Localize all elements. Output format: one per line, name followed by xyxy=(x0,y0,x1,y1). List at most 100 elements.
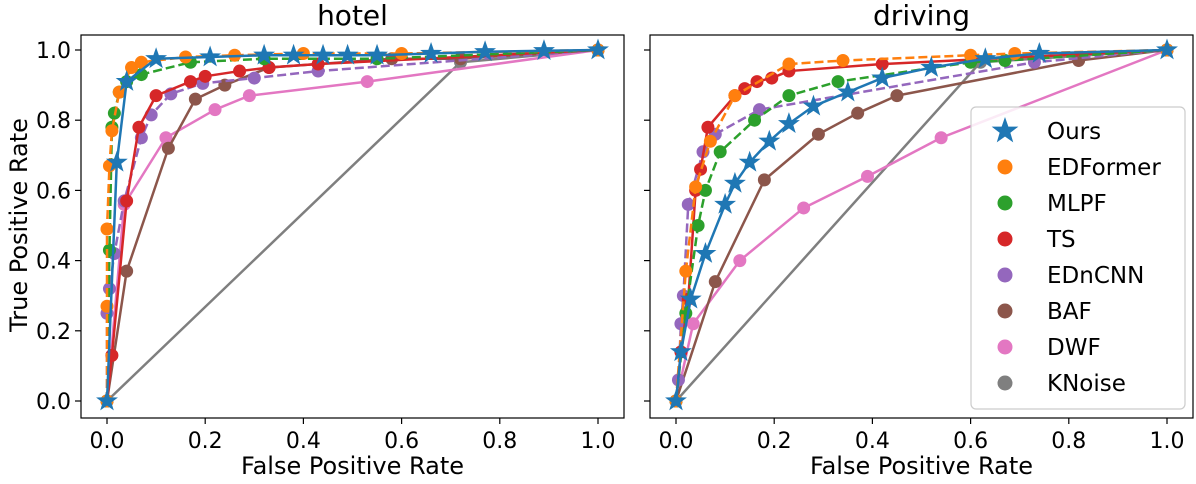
point-EDFormer xyxy=(703,134,717,148)
point-BAF xyxy=(161,141,175,155)
legend-marker-TS xyxy=(997,231,1013,247)
x-tick-label: 1.0 xyxy=(1150,429,1185,454)
point-BAF xyxy=(851,106,865,120)
y-tick-label: 0.0 xyxy=(36,390,71,415)
panel-driving: driving 0.0 0.2 0.4 0.6 0.8 1.0 False Positive … xyxy=(644,0,1194,480)
point-BAF xyxy=(757,173,771,187)
x-tick-label: 0.2 xyxy=(188,429,223,454)
series-line-MLPF xyxy=(105,48,599,402)
point-BAF xyxy=(708,275,722,289)
series-line-Ours xyxy=(674,48,1168,402)
point-Ours xyxy=(199,45,222,67)
point-DWF xyxy=(208,103,222,117)
point-Ours xyxy=(533,39,555,61)
point-EDnCNN xyxy=(681,197,695,211)
point-EDFormer xyxy=(1008,47,1022,61)
point-Ours xyxy=(105,150,128,172)
point-MLPF xyxy=(748,113,762,127)
point-EDFormer xyxy=(679,264,693,278)
x-axis-label: False Positive Rate xyxy=(241,452,464,480)
series-line-BAF xyxy=(105,48,599,402)
point-Ours xyxy=(669,340,692,362)
point-Ours xyxy=(96,389,118,411)
point-Ours xyxy=(920,56,943,77)
point-EDFormer xyxy=(728,89,742,103)
legend-marker-BAF xyxy=(997,303,1013,319)
x-tick-label: 1.0 xyxy=(581,429,616,454)
point-MLPF xyxy=(831,75,845,89)
series-line-KNoise xyxy=(106,48,599,402)
legend: Ours EDFormer MLPF TS EDnCNN BAF DWF KNoise xyxy=(970,106,1186,410)
point-MLPF xyxy=(691,219,705,232)
point-Ours xyxy=(738,150,761,172)
point-TS xyxy=(233,64,247,78)
series-line-EDnCNN xyxy=(674,48,1168,402)
point-TS xyxy=(132,120,146,134)
point-Ours xyxy=(1156,38,1178,60)
point-EDFormer xyxy=(105,124,119,138)
panel-title-driving: driving xyxy=(873,0,970,32)
point-Ours xyxy=(282,43,305,65)
legend-entry-KNoise: KNoise xyxy=(997,371,1126,397)
point-Ours xyxy=(336,43,359,65)
series-DWF xyxy=(100,43,605,408)
point-MLPF xyxy=(782,89,796,103)
legend-label-KNoise: KNoise xyxy=(1047,371,1126,397)
series-line-BAF xyxy=(674,48,1168,402)
point-DWF xyxy=(360,75,374,89)
point-DWF xyxy=(860,169,874,183)
point-DWF xyxy=(934,131,948,145)
point-TS xyxy=(694,162,708,176)
y-tick-label: 0.4 xyxy=(36,250,71,275)
legend-box xyxy=(970,106,1186,410)
point-TS xyxy=(120,194,134,208)
panel-title-hotel: hotel xyxy=(317,0,388,32)
point-EDFormer xyxy=(964,48,978,62)
point-Ours xyxy=(802,94,825,116)
point-TS xyxy=(701,120,715,134)
legend-label-DWF: DWF xyxy=(1047,335,1101,361)
legend-entry-BAF: BAF xyxy=(997,299,1092,325)
plot-frame-driving xyxy=(649,34,1194,419)
point-Ours xyxy=(714,192,737,214)
series-line-DWF xyxy=(105,48,599,402)
point-EDFormer xyxy=(782,57,796,71)
legend-marker-Ours xyxy=(991,116,1019,143)
point-EDFormer xyxy=(100,222,114,236)
x-tick-label: 0.2 xyxy=(757,429,792,454)
legend-marker-MLPF xyxy=(997,195,1013,211)
point-Ours xyxy=(871,66,894,88)
point-Ours xyxy=(974,47,997,69)
legend-marker-EDFormer xyxy=(997,159,1013,175)
point-Ours xyxy=(665,389,687,411)
x-tick-label: 0.8 xyxy=(1051,429,1086,454)
x-tick-label: 0.0 xyxy=(90,429,125,454)
point-Ours xyxy=(694,242,717,263)
point-MLPF xyxy=(698,183,712,197)
x-tick-label: 0.6 xyxy=(384,429,419,454)
point-DWF xyxy=(242,89,256,103)
series-TS xyxy=(100,43,605,408)
panel-hotel: hotel 0.0 0.2 0.4 0.6 0.8 1.0 0.0 0.2 0.4 0.6 0.8 1.… xyxy=(36,0,625,480)
series-line-EDnCNN xyxy=(105,48,599,401)
y-axis-label: True Positive Rate xyxy=(5,118,33,333)
point-Ours xyxy=(758,129,781,151)
point-Ours xyxy=(420,41,443,63)
x-tick-label: 0.8 xyxy=(482,429,517,454)
point-Ours xyxy=(145,47,168,69)
point-TS xyxy=(198,69,212,83)
series-EDnCNN xyxy=(100,43,605,408)
series-KNoise xyxy=(100,43,605,408)
point-EDFormer xyxy=(125,61,139,75)
point-Ours xyxy=(1028,41,1051,63)
point-Ours xyxy=(836,80,859,102)
point-Ours xyxy=(679,287,702,309)
point-Ours xyxy=(587,38,609,60)
legend-label-EDnCNN: EDnCNN xyxy=(1047,263,1144,289)
legend-entry-Ours: Ours xyxy=(991,116,1101,145)
legend-label-EDFormer: EDFormer xyxy=(1047,155,1161,181)
point-Ours xyxy=(366,43,389,65)
point-BAF xyxy=(811,127,825,141)
legend-label-MLPF: MLPF xyxy=(1047,191,1107,217)
